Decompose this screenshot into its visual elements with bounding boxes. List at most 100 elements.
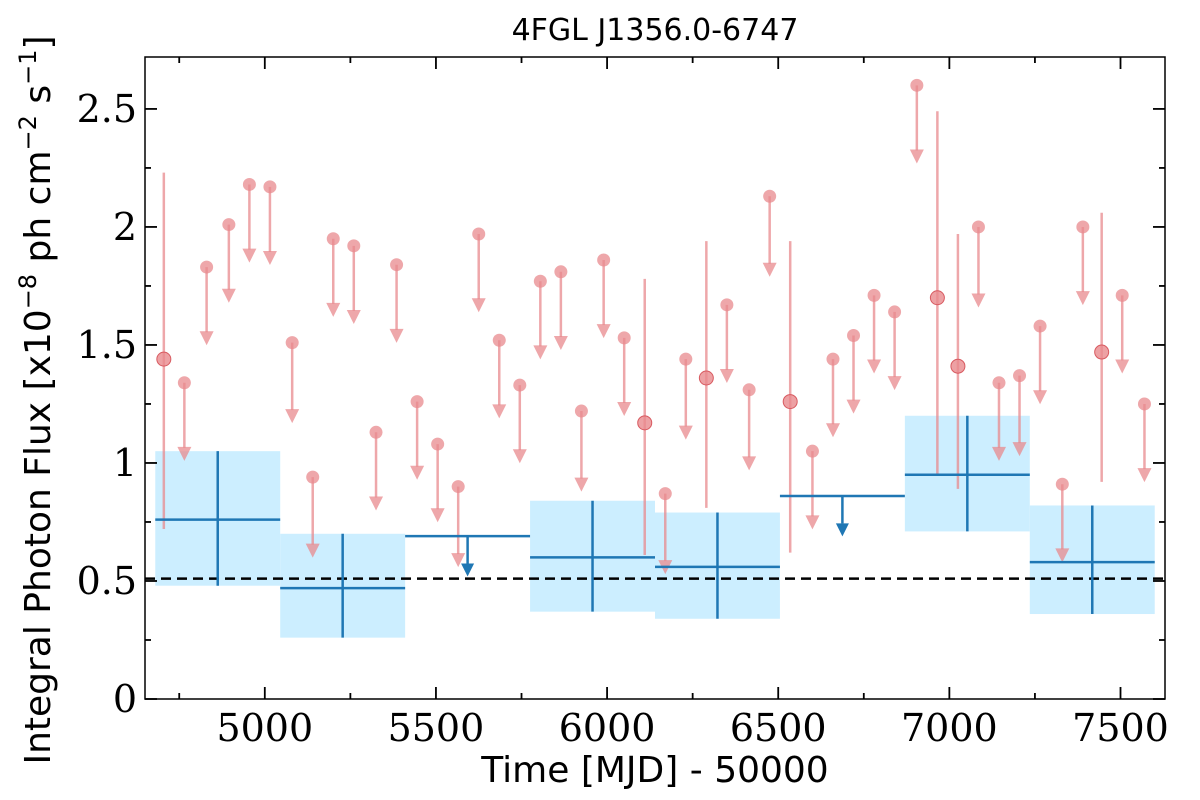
fine-upper-limit-arrow xyxy=(971,293,986,308)
fine-upper-limit-arrow xyxy=(846,399,861,414)
fine-upper-limit-arrow xyxy=(1115,359,1130,374)
fine-upper-limit-point xyxy=(177,376,191,390)
fine-upper-limit-point xyxy=(306,470,320,484)
fine-upper-limit-arrow xyxy=(617,402,632,417)
x-tick-label: 6500 xyxy=(730,706,827,750)
fine-upper-limit-arrow xyxy=(1055,548,1070,563)
fine-upper-limit-point xyxy=(200,260,214,274)
fine-upper-limit-arrow xyxy=(492,404,507,419)
fine-upper-limit-point xyxy=(1013,369,1027,383)
fine-upper-limit-arrow xyxy=(909,149,924,164)
y-tick-label: 1.5 xyxy=(77,323,137,367)
fine-upper-limit-point xyxy=(763,189,777,203)
fine-upper-limit-point xyxy=(431,437,445,451)
fine-upper-limit-point xyxy=(533,274,547,288)
fine-upper-limit-arrow xyxy=(242,248,257,263)
fine-upper-limit-arrow xyxy=(742,456,757,471)
fine-upper-limit-arrow xyxy=(512,449,527,464)
coarse-bin-points xyxy=(155,415,1155,638)
y-axis-label-unit: ph cm xyxy=(18,150,59,273)
y-tick-label: 0 xyxy=(113,677,137,721)
fine-upper-limit-point xyxy=(554,265,568,279)
plot-frame xyxy=(144,56,1166,700)
fine-upper-limit-arrow xyxy=(805,515,820,530)
fine-upper-limit-point xyxy=(971,220,985,234)
fine-upper-limit-arrow xyxy=(346,309,361,324)
fine-upper-limit-point xyxy=(390,258,404,272)
fine-upper-limit-arrow xyxy=(1075,291,1090,306)
fine-upper-limit-arrow xyxy=(410,465,425,480)
fine-upper-limit-point xyxy=(805,444,819,458)
fine-upper-limit-point xyxy=(263,180,277,194)
fine-upper-limit-point xyxy=(1033,319,1047,333)
fine-upper-limit-point xyxy=(513,378,527,392)
fine-detection-point xyxy=(782,394,798,410)
fine-upper-limit-arrow xyxy=(533,345,548,360)
x-tick-label: 5500 xyxy=(388,706,485,750)
x-tick-label: 5000 xyxy=(216,706,313,750)
coarse-upper-limit-arrow xyxy=(461,563,475,577)
y-axis-label-exp3: −1 xyxy=(14,50,42,85)
fine-upper-limit-arrow xyxy=(1137,468,1152,483)
fine-upper-limit-point xyxy=(867,288,881,302)
fine-upper-limit-arrow xyxy=(471,298,486,313)
fine-upper-limit-arrow xyxy=(285,409,300,424)
fine-upper-limit-arrow xyxy=(369,496,384,511)
axis-ticks xyxy=(145,57,1165,700)
fine-upper-limit-arrow xyxy=(262,250,277,265)
fine-upper-limit-arrow xyxy=(389,328,404,343)
y-tick-labels: 0 0.5 1 1.5 2 2.5 xyxy=(77,87,137,721)
fine-upper-limit-point xyxy=(1137,397,1151,411)
fine-upper-limit-point xyxy=(285,336,299,350)
fine-upper-limit-point xyxy=(326,232,340,246)
fine-upper-limit-arrow xyxy=(177,446,192,461)
fine-detection-point xyxy=(929,290,945,306)
y-axis-label-exp2: −2 xyxy=(14,115,42,150)
fine-upper-limit-point xyxy=(720,298,734,312)
y-tick-label: 0.5 xyxy=(77,559,137,603)
fine-detection-point xyxy=(156,351,172,367)
fine-upper-limit-arrow xyxy=(1012,442,1027,457)
fine-upper-limit-arrow xyxy=(762,262,777,277)
coarse-upper-limit-arrow xyxy=(835,523,849,537)
fine-upper-limit-point xyxy=(1055,477,1069,491)
chart-title: 4FGL J1356.0-6747 xyxy=(512,13,799,48)
fine-upper-limit-point xyxy=(451,480,465,494)
fine-upper-limit-arrow xyxy=(430,508,445,523)
fine-upper-limit-point xyxy=(1076,220,1090,234)
fine-upper-limit-arrow xyxy=(221,288,236,303)
fine-upper-limit-arrow xyxy=(1033,390,1048,405)
fine-upper-limit-arrow xyxy=(326,302,341,317)
fine-upper-limit-point xyxy=(574,404,588,418)
fine-upper-limit-point xyxy=(242,177,256,191)
fine-upper-limit-arrow xyxy=(991,446,1006,461)
fine-upper-limit-point xyxy=(992,376,1006,390)
fine-detection-point xyxy=(637,415,653,431)
x-tick-label: 7000 xyxy=(901,706,998,750)
y-axis-label-unit2: s xyxy=(18,85,59,115)
y-tick-label: 2.5 xyxy=(77,87,137,131)
fine-upper-limit-point xyxy=(1115,288,1129,302)
fine-upper-limit-point xyxy=(369,425,383,439)
fine-upper-limit-arrow xyxy=(305,543,320,558)
y-axis-label-exp1: −8 xyxy=(14,274,42,309)
fine-upper-limit-point xyxy=(742,383,756,397)
fine-detection-point xyxy=(698,370,714,386)
fine-upper-limit-arrow xyxy=(574,477,589,492)
fine-upper-limit-arrow xyxy=(553,335,568,350)
fine-upper-limit-arrow xyxy=(451,553,466,568)
fine-upper-limit-point xyxy=(347,239,361,253)
fine-upper-limit-point xyxy=(679,352,693,366)
fine-upper-limit-point xyxy=(472,227,486,241)
fine-upper-limit-point xyxy=(658,487,672,501)
fine-detection-point xyxy=(950,358,966,374)
fine-upper-limit-point xyxy=(847,329,861,343)
fine-upper-limit-arrow xyxy=(825,423,840,438)
fine-upper-limit-point xyxy=(888,305,902,319)
y-tick-label: 1 xyxy=(113,441,137,485)
x-tick-label: 6000 xyxy=(559,706,656,750)
fine-detection-point xyxy=(1094,344,1110,360)
y-axis-label-main: Integral Photon Flux [x10 xyxy=(18,309,59,764)
fine-upper-limit-arrow xyxy=(596,324,611,339)
